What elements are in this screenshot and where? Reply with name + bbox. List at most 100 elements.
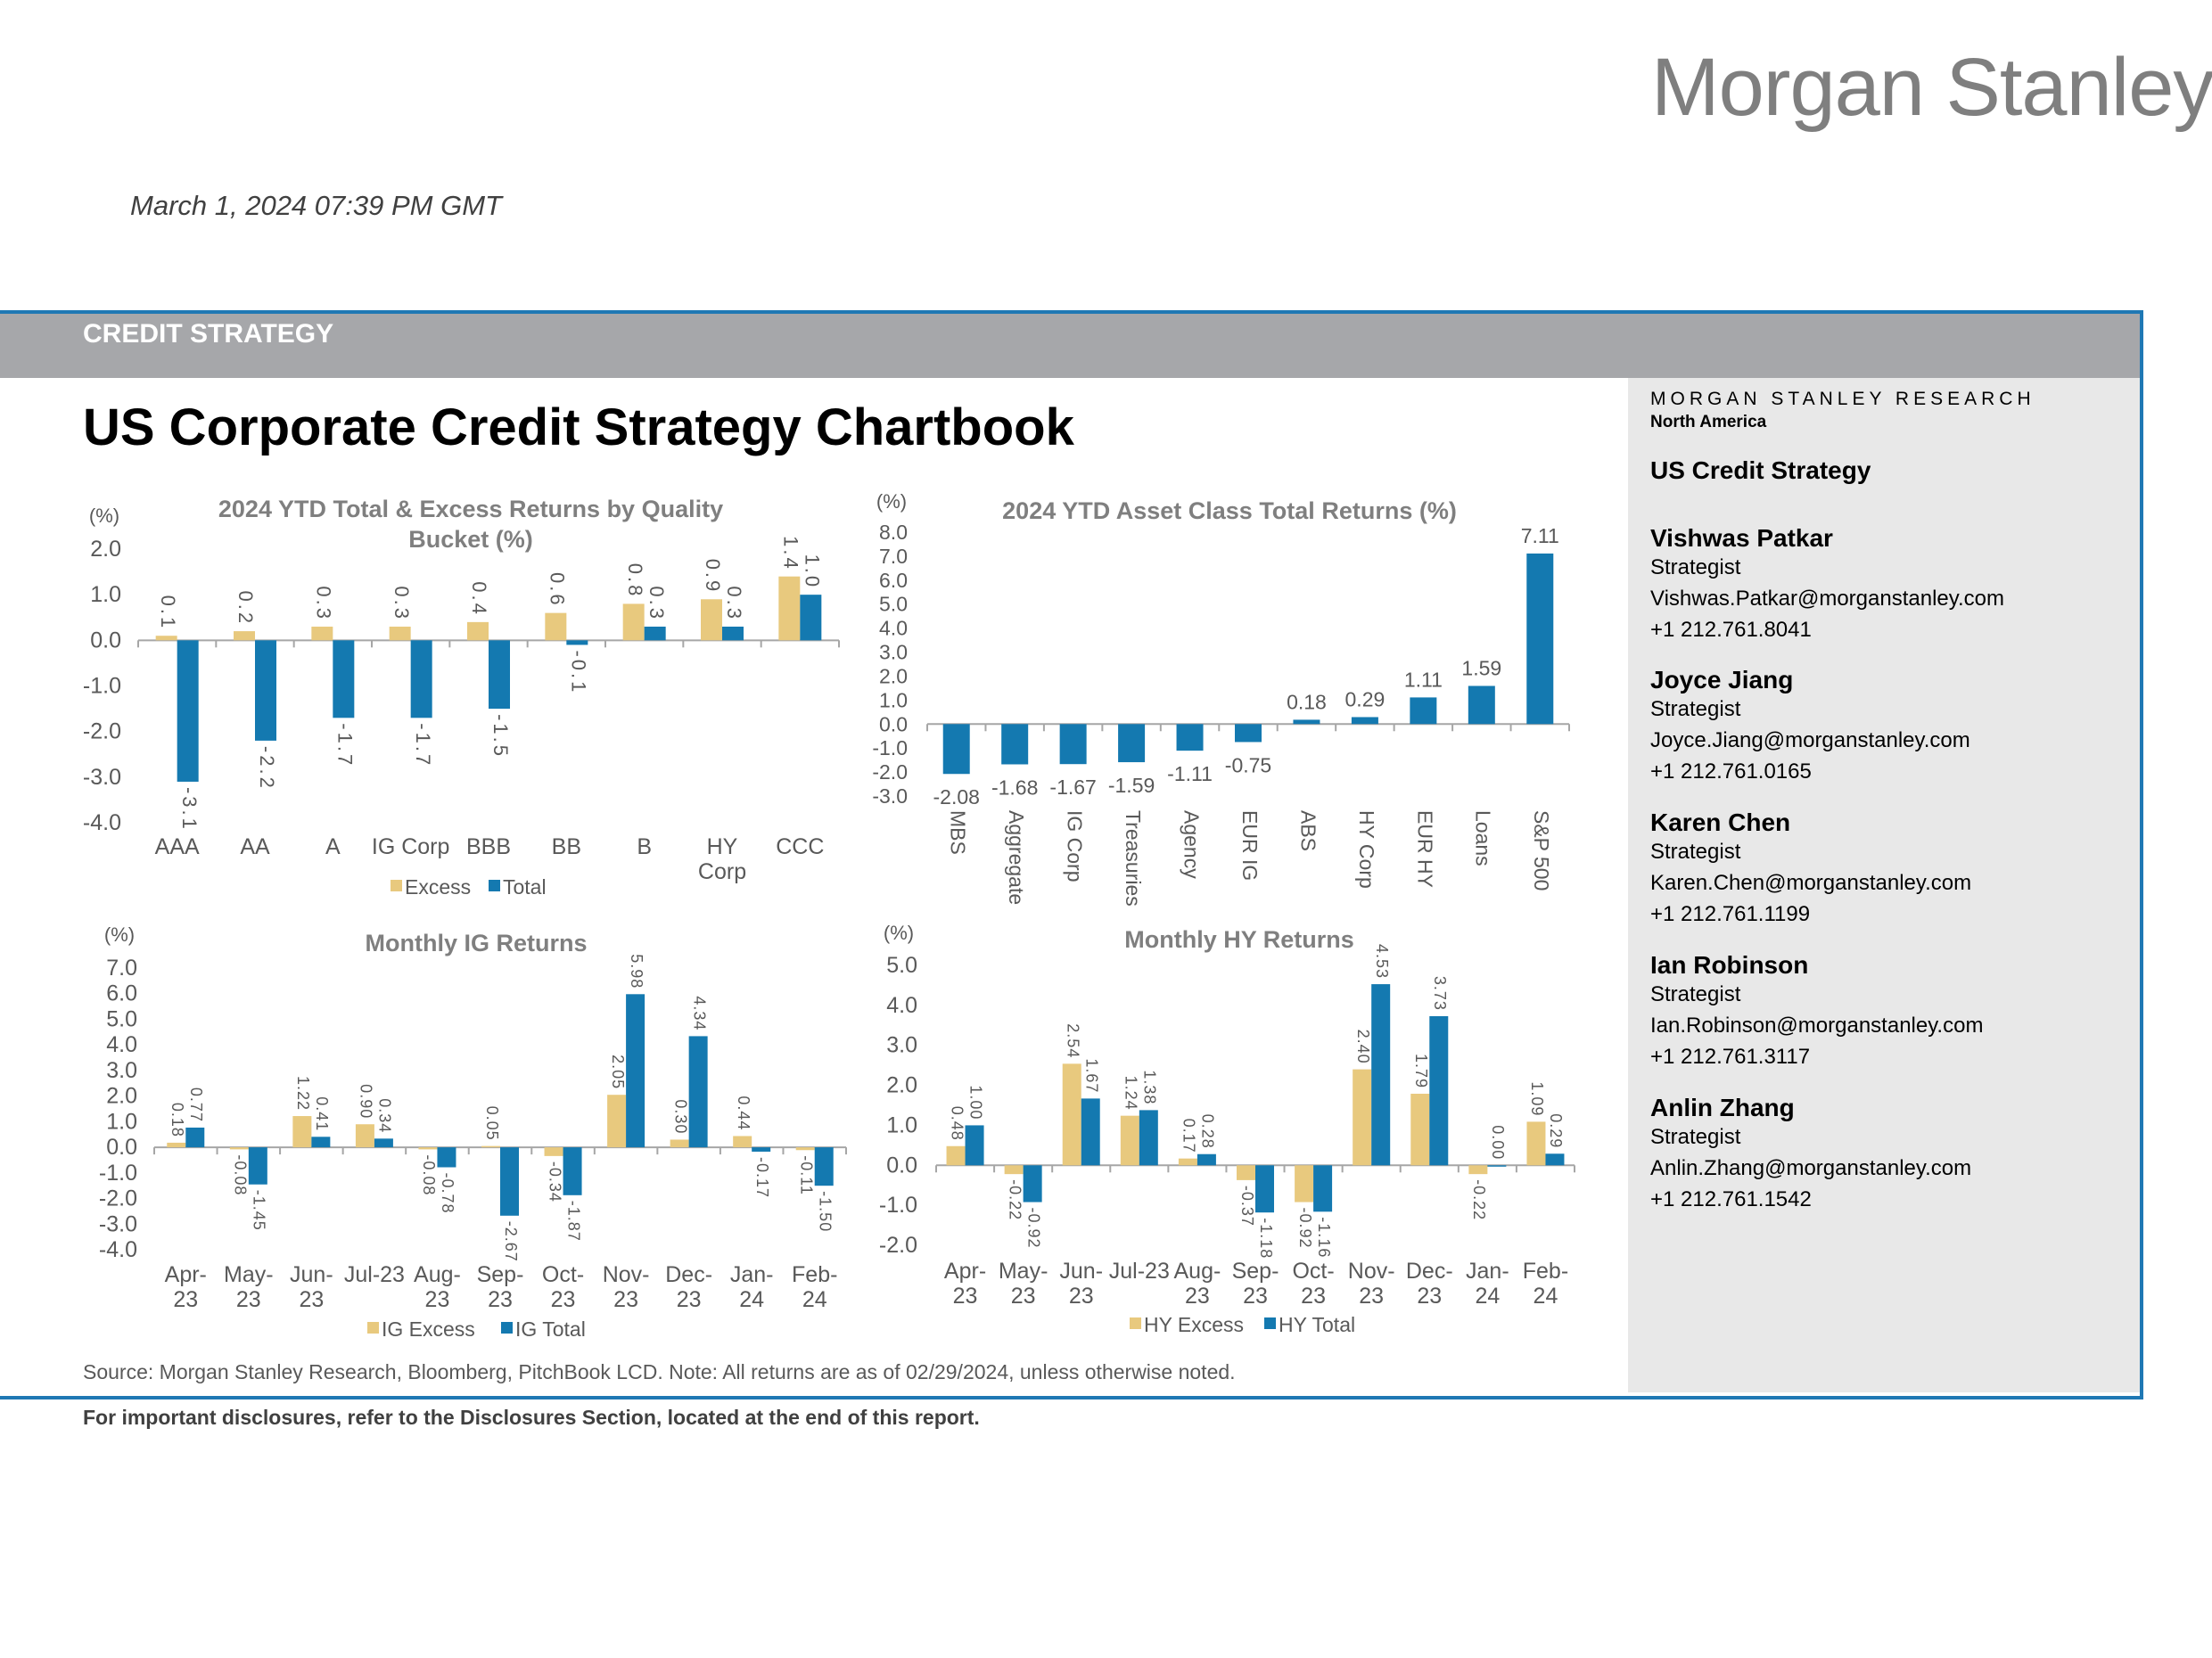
x-category-label: 23: [1011, 1284, 1036, 1309]
bar-hy-total: [965, 1125, 984, 1166]
team-label: US Credit Strategy: [1650, 456, 1871, 484]
data-label: -0.92: [1024, 1208, 1042, 1249]
data-label: 1.24: [1122, 1076, 1140, 1111]
analyst-name: Ian Robinson: [1650, 951, 1809, 979]
data-label: -1.68: [991, 776, 1038, 799]
y-tick-label: 6.0: [879, 569, 908, 592]
y-tick-label: 3.0: [886, 1033, 917, 1058]
y-tick-label: -2.0: [879, 1233, 917, 1258]
bar-excess: [234, 631, 255, 641]
bar-ig-total: [752, 1147, 771, 1152]
data-label: 0.29: [1345, 687, 1386, 710]
x-category-label: 23: [1185, 1284, 1210, 1309]
bar-excess: [155, 636, 177, 641]
y-tick-label: 7.0: [879, 545, 908, 568]
data-label: -1.45: [251, 1190, 268, 1231]
analyst-name: Karen Chen: [1650, 808, 1791, 836]
bar-value: [1351, 717, 1378, 725]
data-label: 0.1: [157, 595, 179, 631]
x-category-label: A: [325, 834, 341, 859]
x-category-label: Apr-: [944, 1259, 986, 1284]
data-label: -1.11: [1167, 762, 1213, 785]
bar-total: [489, 640, 510, 710]
chart-title: 2024 YTD Asset Class Total Returns (%): [1002, 497, 1457, 524]
analyst-email[interactable]: Anlin.Zhang@morganstanley.com: [1650, 1156, 1972, 1180]
bar-hy-total: [1371, 984, 1391, 1166]
y-tick-label: 2.0: [90, 537, 121, 562]
data-label: 1.22: [294, 1076, 312, 1111]
chart-title: Monthly IG Returns: [366, 930, 588, 956]
x-category-label: 23: [677, 1287, 702, 1312]
analyst-email[interactable]: Ian.Robinson@morganstanley.com: [1650, 1014, 1984, 1038]
data-label: 1.4: [780, 536, 802, 571]
data-label: 0.18: [169, 1103, 186, 1137]
data-label: 1.09: [1528, 1081, 1546, 1116]
x-category-label: EUR IG: [1238, 810, 1262, 881]
y-tick-label: 0.0: [90, 628, 121, 653]
y-tick-label: 2.0: [886, 1073, 917, 1098]
x-category-label: 24: [802, 1287, 827, 1312]
analyst-email[interactable]: Karen.Chen@morganstanley.com: [1650, 871, 1972, 895]
x-category-label: Oct-: [1292, 1259, 1334, 1284]
x-category-label: Jan-: [1466, 1259, 1509, 1284]
bar-hy-excess: [1178, 1158, 1197, 1166]
legend-label: Total: [503, 875, 547, 899]
data-label: 1.79: [1412, 1054, 1430, 1088]
data-label: 0.9: [702, 559, 724, 595]
bar-value: [1118, 724, 1146, 763]
analyst-email[interactable]: Vishwas.Patkar@morganstanley.com: [1650, 587, 2004, 611]
bar-hy-total: [1023, 1165, 1042, 1202]
bar-hy-excess: [1295, 1165, 1314, 1202]
bar-hy-excess: [1468, 1165, 1488, 1175]
data-label: 1.59: [1461, 656, 1501, 679]
bar-ig-excess: [355, 1124, 374, 1148]
x-category-label: 23: [425, 1287, 450, 1312]
analyst-sidebar: [1628, 378, 2140, 1392]
x-category-label: BBB: [466, 834, 511, 859]
data-label: -0.08: [232, 1154, 250, 1195]
region-label: North America: [1650, 413, 1767, 431]
bar-value: [1526, 553, 1554, 725]
x-category-label: May-: [224, 1262, 274, 1287]
bar-total: [722, 626, 744, 641]
y-tick-label: 0.0: [886, 1153, 917, 1178]
x-category-label: 23: [613, 1287, 638, 1312]
x-category-label: BB: [552, 834, 581, 859]
bar-hy-excess: [1237, 1165, 1255, 1180]
x-category-label: HY: [707, 834, 738, 859]
x-category-label: CCC: [776, 834, 824, 859]
legend-swatch: [489, 880, 500, 891]
data-label: 0.3: [723, 586, 745, 621]
x-category-label: MBS: [947, 810, 970, 855]
data-label: -0.22: [1006, 1179, 1024, 1220]
y-tick-label: 6.0: [106, 981, 137, 1006]
x-category-label: Apr-: [165, 1262, 207, 1287]
legend-label: Excess: [405, 875, 471, 899]
x-category-label: B: [637, 834, 652, 859]
data-label: -1.87: [564, 1201, 582, 1242]
bar-value: [1001, 724, 1029, 765]
bar-ig-excess: [733, 1136, 752, 1148]
x-category-label: EUR HY: [1413, 810, 1436, 888]
analyst-name: Joyce Jiang: [1650, 666, 1794, 694]
y-tick-label: -1.0: [83, 674, 121, 699]
analyst-phone: +1 212.761.1542: [1650, 1187, 1812, 1211]
bar-excess: [778, 576, 801, 641]
y-tick-label: 5.0: [879, 593, 908, 616]
analyst-phone: +1 212.761.3117: [1650, 1045, 1811, 1069]
bar-total: [566, 640, 588, 645]
x-category-label: 24: [1534, 1284, 1558, 1309]
bar-ig-excess: [167, 1142, 186, 1148]
bar-value: [1293, 719, 1320, 725]
analyst-phone: +1 212.761.8041: [1650, 618, 1812, 642]
y-tick-label: 5.0: [886, 953, 917, 978]
data-label: 0.30: [671, 1099, 689, 1134]
data-label: -2.67: [502, 1221, 520, 1262]
x-category-label: May-: [999, 1259, 1048, 1284]
analyst-email[interactable]: Joyce.Jiang@morganstanley.com: [1650, 728, 1970, 752]
x-category-label: Jul-23: [1109, 1259, 1170, 1284]
bar-total: [800, 595, 822, 641]
x-category-label: AAA: [155, 834, 200, 859]
data-label: 1.00: [966, 1085, 984, 1120]
